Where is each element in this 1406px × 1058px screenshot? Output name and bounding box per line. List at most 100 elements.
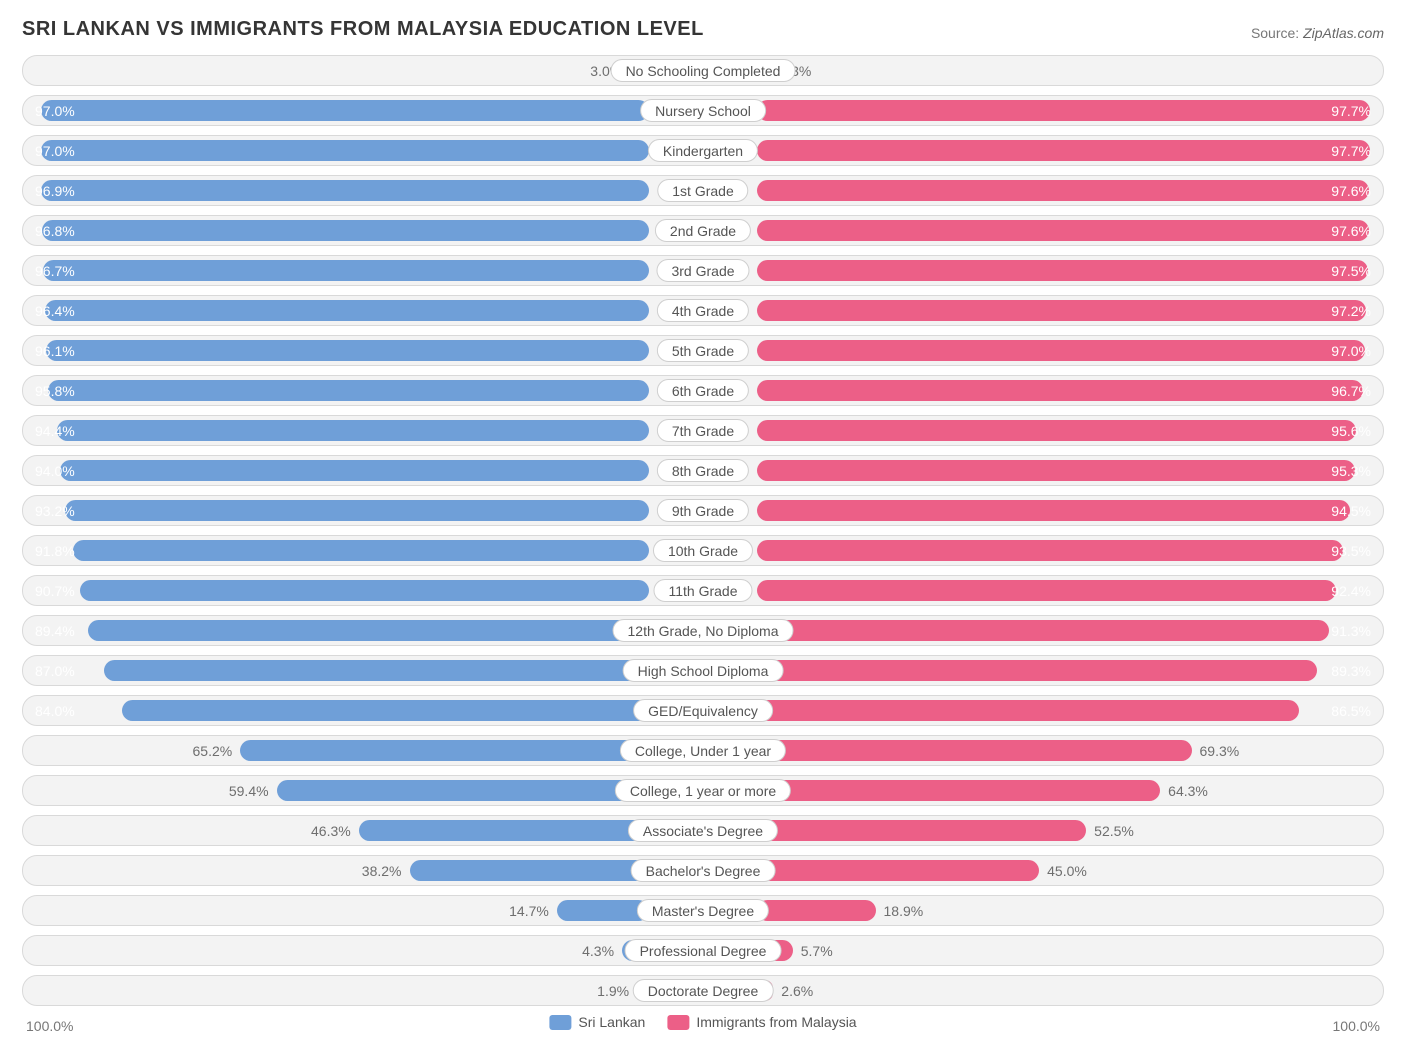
value-right: 94.5% [1331, 496, 1371, 525]
bar-left [122, 700, 649, 721]
value-left: 94.4% [35, 416, 75, 445]
chart-row: 96.1% 97.0% 5th Grade [22, 335, 1384, 366]
value-left: 96.1% [35, 336, 75, 365]
category-label: High School Diploma [623, 659, 784, 682]
value-left: 87.0% [35, 656, 75, 685]
chart-row: 46.3%52.5%Associate's Degree [22, 815, 1384, 846]
legend: Sri Lankan Immigrants from Malaysia [549, 1014, 856, 1030]
bar-left [240, 740, 649, 761]
value-right: 96.7% [1331, 376, 1371, 405]
chart-row: 4.3%5.7%Professional Degree [22, 935, 1384, 966]
category-label: 3rd Grade [656, 259, 749, 282]
value-left: 91.8% [35, 536, 75, 565]
value-right: 97.7% [1331, 136, 1371, 165]
bar-left [41, 100, 649, 121]
chart-rows: 3.0%2.3%No Schooling Completed 97.0% 97.7%… [22, 55, 1384, 1006]
value-right: 2.6% [781, 976, 813, 1005]
category-label: 11th Grade [653, 579, 752, 602]
bar-left [45, 300, 649, 321]
bar-right [757, 380, 1363, 401]
chart-footer: 100.0% 100.0% Sri Lankan Immigrants from… [22, 1014, 1384, 1040]
value-left: 84.0% [35, 696, 75, 725]
value-right: 97.6% [1331, 216, 1371, 245]
source-label: Source: [1251, 25, 1303, 41]
chart-row: 96.9%97.6%1st Grade [22, 175, 1384, 206]
value-left: 90.7% [35, 576, 75, 605]
category-label: 5th Grade [657, 339, 749, 362]
bar-left [65, 500, 649, 521]
category-label: 12th Grade, No Diploma [613, 619, 794, 642]
value-left: 14.7% [509, 896, 549, 925]
bar-left [41, 180, 649, 201]
bar-right [757, 620, 1329, 641]
category-label: 6th Grade [657, 379, 749, 402]
value-left: 96.4% [35, 296, 75, 325]
bar-right [757, 460, 1355, 481]
legend-swatch-right [667, 1015, 689, 1030]
bar-left [46, 340, 649, 361]
value-right: 64.3% [1168, 776, 1208, 805]
value-left: 89.4% [35, 616, 75, 645]
bar-right [757, 740, 1192, 761]
value-right: 95.3% [1331, 456, 1371, 485]
bar-right [757, 220, 1369, 241]
source-attribution: Source: ZipAtlas.com [1251, 25, 1384, 41]
chart-row: 3.0%2.3%No Schooling Completed [22, 55, 1384, 86]
bar-right [757, 860, 1039, 881]
chart-row: 14.7%18.9%Master's Degree [22, 895, 1384, 926]
chart-row: 1.9%2.6%Doctorate Degree [22, 975, 1384, 1006]
chart-row: 95.8% 96.7% 6th Grade [22, 375, 1384, 406]
legend-item-left: Sri Lankan [549, 1014, 645, 1030]
value-right: 45.0% [1047, 856, 1087, 885]
value-right: 93.5% [1331, 536, 1371, 565]
value-right: 18.9% [884, 896, 924, 925]
bar-left [43, 260, 649, 281]
chart-row: 91.8%93.5%10th Grade [22, 535, 1384, 566]
chart-row: 96.7%97.5%3rd Grade [22, 255, 1384, 286]
category-label: 2nd Grade [655, 219, 751, 242]
bar-right [757, 420, 1356, 441]
chart-row: 97.0% 97.7% Nursery School [22, 95, 1384, 126]
value-left: 97.0% [35, 96, 75, 125]
value-left: 65.2% [193, 736, 233, 765]
value-left: 97.0% [35, 136, 75, 165]
value-left: 96.7% [35, 256, 75, 285]
category-label: Associate's Degree [628, 819, 778, 842]
bar-right [757, 580, 1336, 601]
category-label: Professional Degree [625, 939, 782, 962]
value-left: 38.2% [362, 856, 402, 885]
chart-row: 89.4% 91.3% 12th Grade, No Diploma [22, 615, 1384, 646]
category-label: Nursery School [640, 99, 766, 122]
value-right: 97.0% [1331, 336, 1371, 365]
value-right: 97.7% [1331, 96, 1371, 125]
legend-text-left: Sri Lankan [578, 1014, 645, 1030]
bar-left [48, 380, 649, 401]
bar-right [757, 180, 1369, 201]
bar-left [60, 460, 649, 481]
bar-left [359, 820, 649, 841]
chart-title: SRI LANKAN VS IMMIGRANTS FROM MALAYSIA E… [22, 18, 704, 41]
value-right: 91.3% [1331, 616, 1371, 645]
header: SRI LANKAN VS IMMIGRANTS FROM MALAYSIA E… [22, 18, 1384, 41]
value-left: 95.8% [35, 376, 75, 405]
value-left: 93.2% [35, 496, 75, 525]
value-left: 59.4% [229, 776, 269, 805]
bar-right [757, 820, 1086, 841]
bar-right [757, 340, 1365, 361]
category-label: 7th Grade [657, 419, 749, 442]
bar-right [757, 540, 1343, 561]
value-left: 1.9% [597, 976, 629, 1005]
category-label: 8th Grade [657, 459, 749, 482]
bar-right [757, 500, 1350, 521]
bar-left [41, 140, 649, 161]
value-right: 86.5% [1331, 696, 1371, 725]
axis-max-left: 100.0% [26, 1018, 73, 1034]
bar-right [757, 900, 876, 921]
bar-left [80, 580, 649, 601]
category-label: Bachelor's Degree [631, 859, 776, 882]
value-right: 52.5% [1094, 816, 1134, 845]
bar-left [410, 860, 650, 881]
chart-row: 59.4%64.3%College, 1 year or more [22, 775, 1384, 806]
value-right: 95.6% [1331, 416, 1371, 445]
value-right: 89.3% [1331, 656, 1371, 685]
